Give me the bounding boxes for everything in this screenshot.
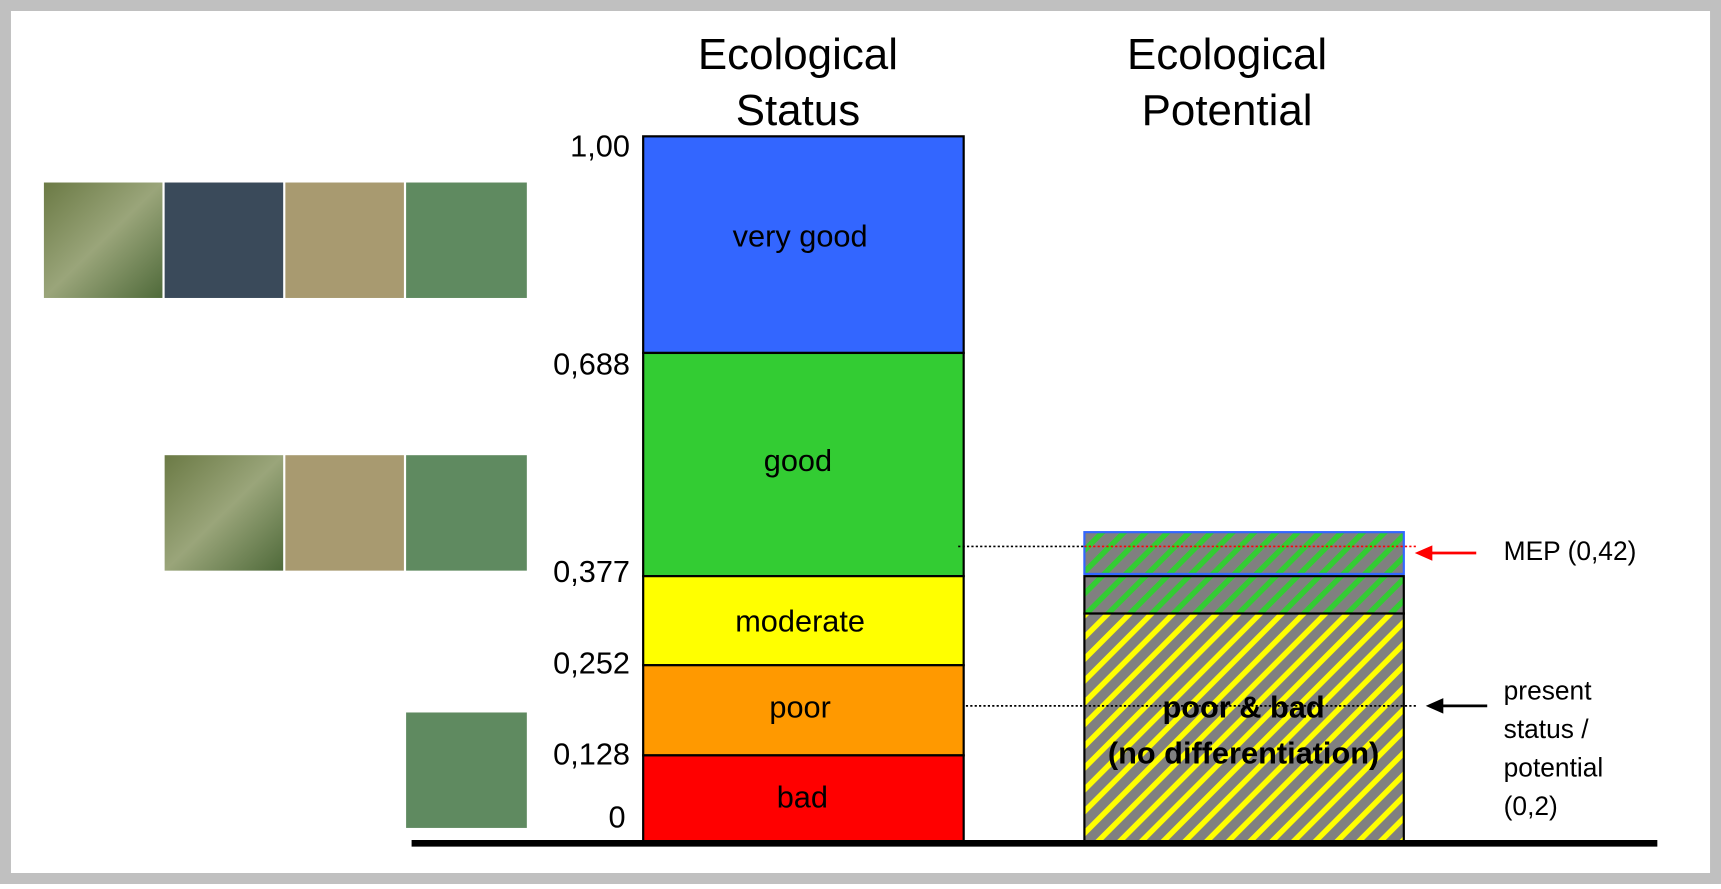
class-label: good [764,443,832,478]
scale-label: 0,128 [553,737,630,772]
fish-photo [165,455,284,570]
class-label: poor [769,689,830,724]
scale-label: 0,252 [553,645,630,680]
scale-label: 0 [609,799,626,834]
potential-label: (no differentiation) [1108,735,1379,770]
column-title: Status [736,86,860,135]
fish-photo [44,183,163,298]
scale-label: 1,00 [570,129,630,164]
mep-block [1084,532,1403,574]
annotation: potential [1504,753,1604,783]
potential-label: poor & bad [1162,689,1324,724]
annotation: (0,2) [1504,791,1558,821]
column-title: Potential [1142,86,1313,135]
fish-photo [285,183,404,298]
class-label: bad [777,779,828,814]
fish-photo [406,455,527,570]
fish-photo [165,183,284,298]
fish-photo [285,455,404,570]
annotation: status / [1504,714,1590,744]
annotation: present [1504,676,1593,706]
fish-photo [406,183,527,298]
scale-label: 0,688 [553,346,630,381]
fish-photo [406,712,527,827]
potential-block [1084,614,1403,844]
diagram: Ecological Status Ecological Potential v… [0,0,1721,884]
potential-block [1084,576,1403,613]
annotation: MEP (0,42) [1504,536,1637,566]
scale-label: 0,377 [553,554,630,589]
class-label: moderate [735,604,865,639]
class-label: very good [733,219,868,254]
column-title: Ecological [698,30,898,79]
column-title: Ecological [1127,30,1327,79]
